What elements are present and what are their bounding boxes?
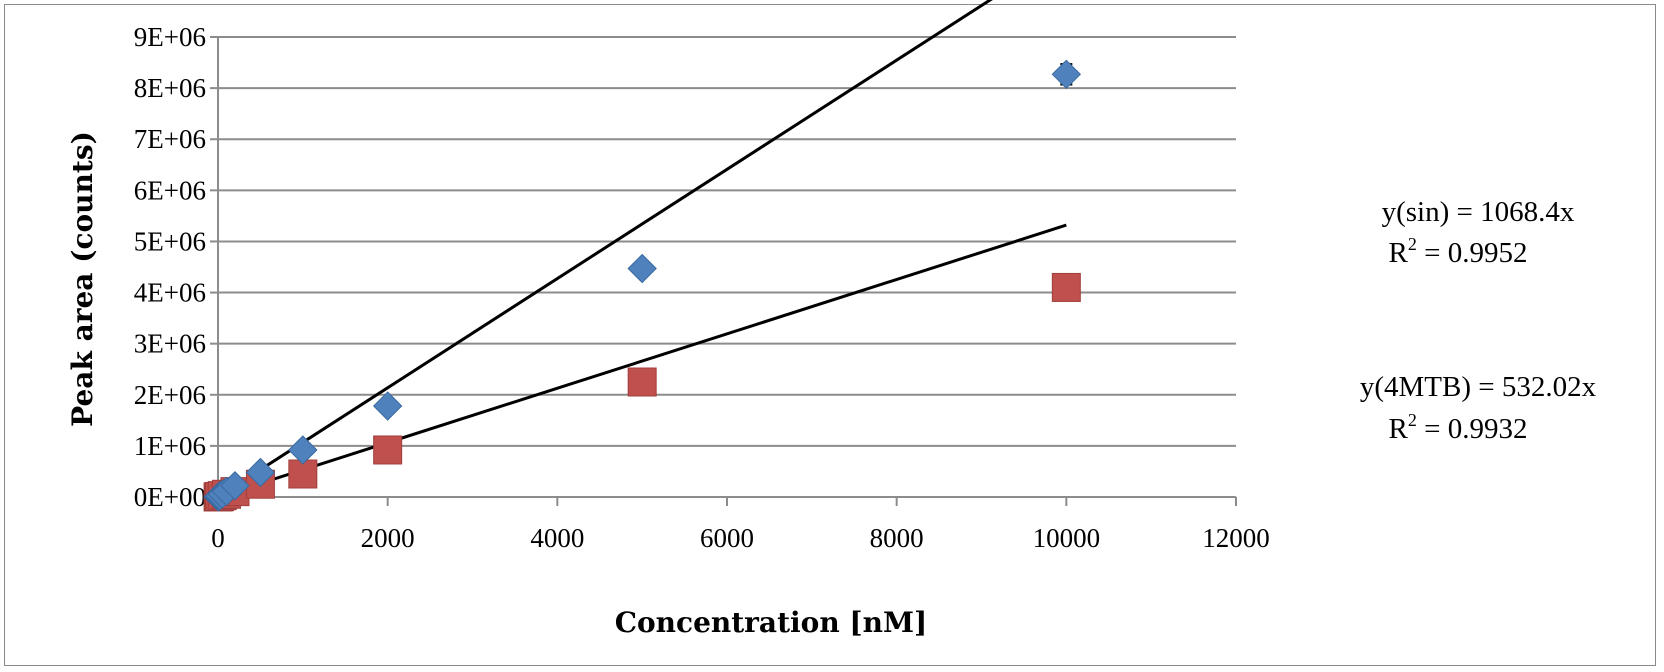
- 4mtb-r-squared: R2 = 0.9932: [1389, 410, 1528, 445]
- x-tick-label: 6000: [700, 523, 754, 553]
- chart-frame: [4, 4, 1656, 666]
- y-tick-label: 5E+06: [134, 226, 206, 256]
- y-tick-label: 8E+06: [134, 73, 206, 103]
- diamond-marker: [220, 471, 250, 501]
- y-tick-label: 0E+00: [134, 482, 206, 512]
- y-tick-label: 9E+06: [134, 22, 206, 52]
- y-tick-label: 3E+06: [134, 329, 206, 359]
- x-axis-title: Concentration [nM]: [615, 606, 928, 639]
- data-points: [203, 59, 1082, 512]
- 4mtb-equation: y(4MTB) = 532.02x: [1360, 371, 1597, 403]
- diamond-marker: [627, 253, 657, 284]
- sin-equation: y(sin) = 1068.4x: [1382, 196, 1575, 228]
- axes: [210, 36, 1237, 506]
- trendline-series-2: [217, 223, 1067, 499]
- x-tick-label: 8000: [870, 523, 924, 553]
- square-marker: [373, 435, 403, 465]
- sin-r-squared: R2 = 0.9952: [1389, 234, 1528, 269]
- square-marker: [1051, 272, 1081, 302]
- tick-labels: 0E+00 1E+06 2E+06 3E+06 4E+06 5E+06 6E+06 7E+06…: [134, 22, 1270, 553]
- gridlines: [218, 36, 1236, 447]
- x-tick-label: 12000: [1202, 523, 1270, 553]
- diamond-marker: [1051, 59, 1082, 90]
- square-marker: [627, 367, 657, 397]
- y-tick-label: 2E+06: [134, 380, 206, 410]
- trendline-series-1: [217, 0, 993, 499]
- y-tick-label: 6E+06: [134, 175, 206, 205]
- x-tick-label: 4000: [530, 523, 584, 553]
- trendlines: [217, 0, 1067, 499]
- diamond-marker: [288, 435, 318, 465]
- y-tick-label: 1E+06: [134, 431, 206, 461]
- x-tick-label: 0: [211, 523, 225, 553]
- y-axis-title: Peak area (counts): [66, 131, 99, 427]
- diamond-marker: [245, 457, 276, 488]
- y-tick-label: 7E+06: [134, 124, 206, 154]
- x-tick-label: 10000: [1033, 523, 1101, 553]
- diamond-marker: [372, 391, 403, 421]
- y-tick-label: 4E+06: [134, 278, 206, 308]
- x-tick-label: 2000: [361, 523, 415, 553]
